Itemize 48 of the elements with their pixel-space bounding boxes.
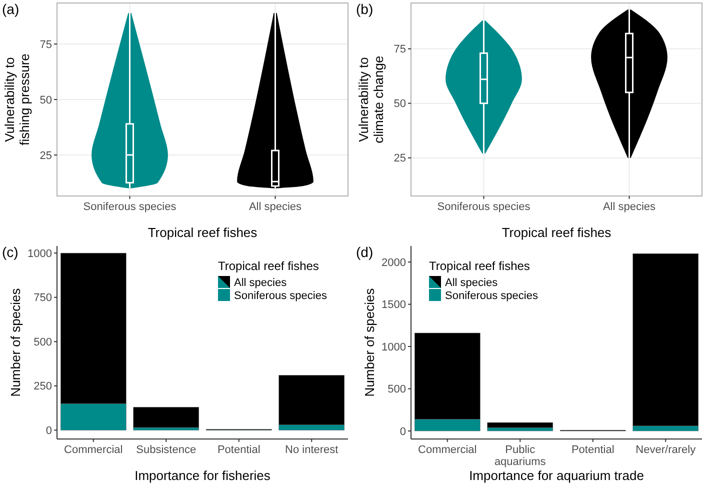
x-tick-label: Potential	[217, 444, 260, 456]
x-tick-label: Commercial	[64, 444, 123, 456]
x-tick-label: Public aquariums	[494, 444, 546, 468]
y-tick-label: 750	[34, 292, 52, 304]
y-axis-title: Vulnerability to climate change	[356, 56, 386, 144]
x-tick-label: Commercial	[418, 444, 477, 456]
x-tick-label: Subsistence	[136, 444, 196, 456]
chart-title: (a)	[2, 1, 20, 17]
legend-label: All species	[234, 277, 288, 289]
chart-title: (c)	[2, 244, 18, 260]
y-tick-label: 250	[34, 380, 52, 393]
y-axis-title: Vulnerability to fishing pressure	[2, 54, 32, 146]
y-tick-label: 25	[394, 152, 406, 165]
x-tick-label: Soniferous species	[437, 201, 531, 213]
legend-title: Tropical reef fishes	[218, 259, 319, 273]
y-tick-label: 75	[394, 44, 406, 56]
y-tick-label: 500	[388, 384, 406, 396]
legend-title: Tropical reef fishes	[429, 259, 530, 273]
legend-label: All species	[445, 277, 498, 289]
y-tick-label: 1000	[382, 341, 406, 354]
y-tick-label: 50	[394, 98, 406, 110]
x-axis-title: Importance for aquarium trade	[469, 468, 644, 483]
x-axis-title: Tropical reef fishes	[148, 225, 258, 240]
x-axis-title: Importance for fisheries	[134, 468, 271, 483]
x-tick-label: All species	[602, 201, 656, 213]
bar	[487, 422, 554, 428]
y-tick-label: 75	[40, 38, 52, 51]
x-tick-label: Soniferous species	[83, 201, 177, 213]
y-tick-label: 1500	[382, 299, 406, 312]
legend-label: Soniferous species	[234, 290, 328, 302]
x-tick-label: Potential	[571, 444, 614, 456]
x-axis-title: Tropical reef fishes	[502, 225, 612, 240]
x-tick-label: Never/rarely	[636, 444, 696, 456]
chart-title: (d)	[356, 244, 374, 260]
y-tick-label: 0	[46, 424, 52, 437]
bar	[133, 406, 200, 428]
x-tick-label: No interest	[285, 444, 338, 456]
y-axis-title: Number of species	[8, 288, 23, 397]
y-tick-label: 2000	[382, 256, 406, 269]
x-tick-label: All species	[248, 201, 302, 213]
y-tick-label: 25	[40, 150, 52, 162]
legend-label: Soniferous species	[445, 290, 538, 302]
y-tick-label: 500	[34, 336, 52, 348]
y-tick-label: 0	[400, 426, 406, 438]
y-tick-label: 1000	[28, 248, 52, 260]
chart-title: (b)	[356, 1, 374, 17]
y-axis-title: Number of species	[362, 288, 377, 397]
y-tick-label: 50	[40, 94, 52, 106]
